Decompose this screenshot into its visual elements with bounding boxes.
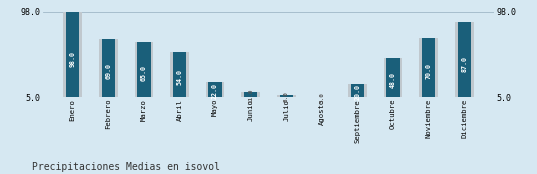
Bar: [313, 97, 331, 102]
Bar: [99, 39, 118, 102]
Bar: [170, 52, 189, 102]
Text: Precipitaciones Medias en isovol: Precipitaciones Medias en isovol: [32, 162, 220, 172]
Text: 98.0: 98.0: [70, 51, 76, 67]
Bar: [63, 12, 82, 102]
Bar: [66, 12, 79, 102]
Text: 22.0: 22.0: [212, 83, 218, 99]
Bar: [422, 38, 436, 102]
Text: 8.0: 8.0: [284, 91, 289, 102]
Bar: [384, 58, 402, 102]
Text: 20.0: 20.0: [354, 84, 360, 100]
Bar: [351, 84, 364, 102]
Bar: [208, 82, 222, 102]
Bar: [244, 92, 257, 102]
Text: 5.0: 5.0: [320, 92, 324, 103]
Bar: [455, 22, 474, 102]
Text: 54.0: 54.0: [177, 69, 183, 85]
Bar: [348, 84, 367, 102]
Text: 65.0: 65.0: [141, 65, 147, 81]
Text: 48.0: 48.0: [390, 72, 396, 88]
Bar: [315, 97, 329, 102]
Bar: [135, 42, 153, 102]
Text: 11.0: 11.0: [248, 88, 253, 103]
Bar: [137, 42, 151, 102]
Bar: [173, 52, 186, 102]
Text: 87.0: 87.0: [461, 56, 467, 72]
Bar: [458, 22, 471, 102]
Text: 69.0: 69.0: [105, 63, 111, 79]
Bar: [206, 82, 224, 102]
Bar: [242, 92, 260, 102]
Bar: [280, 95, 293, 102]
Bar: [277, 95, 295, 102]
Bar: [101, 39, 115, 102]
Bar: [386, 58, 400, 102]
Text: 70.0: 70.0: [426, 63, 432, 79]
Bar: [419, 38, 438, 102]
